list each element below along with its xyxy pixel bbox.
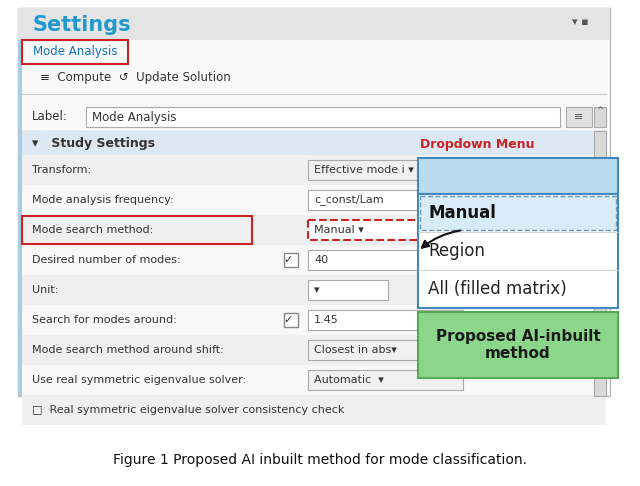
Bar [284,313,298,327]
Text: ✓: ✓ [284,255,292,265]
Bar [18,8,610,396]
Text: Automatic  ▾: Automatic ▾ [314,375,384,385]
Text: Manual ▾: Manual ▾ [314,225,364,235]
Bar [566,107,592,127]
Text: ≡  Compute  ↺  Update Solution: ≡ Compute ↺ Update Solution [40,71,231,85]
Bar [308,220,463,240]
Text: Mode analysis frequency:: Mode analysis frequency: [32,195,173,205]
Bar [308,340,463,360]
Text: Manual: Manual [428,204,496,222]
Bar [308,190,463,210]
Bar [284,253,298,267]
Text: 1.45: 1.45 [314,315,339,325]
Text: ^: ^ [596,105,604,115]
Text: Dropdown Menu: Dropdown Menu [420,138,534,151]
Text: Manual: Manual [430,167,504,185]
Text: ▾   Study Settings: ▾ Study Settings [32,137,155,150]
Bar [18,40,22,396]
Bar [594,131,606,396]
Text: Figure 1 Proposed AI inbuilt method for mode classification.: Figure 1 Proposed AI inbuilt method for … [113,453,527,467]
Text: ▾: ▾ [314,285,319,295]
Text: Mode Analysis: Mode Analysis [92,110,177,123]
Bar [86,107,560,127]
Text: c_const/Lam: c_const/Lam [314,194,383,206]
Bar [22,395,606,425]
Text: Hz: Hz [467,195,480,205]
Bar [22,365,606,395]
Bar [22,40,128,64]
Bar [308,250,463,270]
Text: Search for modes around:: Search for modes around: [32,315,177,325]
Bar [418,158,618,194]
Text: Effective mode i ▾: Effective mode i ▾ [314,165,414,175]
Text: All (filled matrix): All (filled matrix) [428,280,567,298]
Text: Region: Region [428,242,485,260]
Text: 40: 40 [314,255,328,265]
Bar [418,312,618,378]
Bar [308,280,388,300]
Text: Mode search method around shift:: Mode search method around shift: [32,345,224,355]
Bar [420,196,616,230]
Bar [308,370,463,390]
Bar [22,335,606,365]
Text: Unit:: Unit: [32,285,58,295]
Bar [22,215,606,245]
Bar [22,305,606,335]
Text: ▾ ▪: ▾ ▪ [572,17,589,27]
Bar [308,310,463,330]
Text: Proposed AI-inbuilt
method: Proposed AI-inbuilt method [436,329,600,361]
Text: Mode Analysis: Mode Analysis [33,46,117,58]
Text: Settings: Settings [32,15,131,35]
Bar [22,185,606,215]
Bar [22,275,606,305]
Text: □  Real symmetric eigenvalue solver consistency check: □ Real symmetric eigenvalue solver consi… [32,405,344,415]
Text: Desired number of modes:: Desired number of modes: [32,255,180,265]
Text: Closest in abs▾: Closest in abs▾ [314,345,397,355]
Bar [308,160,463,180]
Bar [22,216,252,244]
Text: Label:: Label: [32,109,68,122]
Bar [22,155,606,185]
Bar [18,8,610,40]
Text: Transform:: Transform: [32,165,91,175]
Text: ▾: ▾ [596,169,604,184]
Bar [418,194,618,308]
Text: Use real symmetric eigenvalue solver:: Use real symmetric eigenvalue solver: [32,375,246,385]
Text: Mode search method:: Mode search method: [32,225,153,235]
Bar [22,131,606,155]
Bar [22,245,606,275]
Bar [594,107,606,127]
Text: ≡: ≡ [574,112,584,122]
Text: ✓: ✓ [284,315,292,325]
